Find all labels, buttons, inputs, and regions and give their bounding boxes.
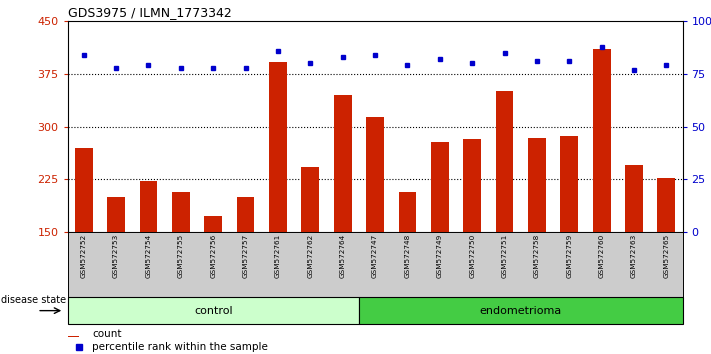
Text: control: control	[194, 306, 232, 316]
Bar	[269, 62, 287, 232]
Text: GSM572760: GSM572760	[599, 234, 604, 278]
Text: count: count	[92, 330, 122, 339]
Text: GSM572759: GSM572759	[566, 234, 572, 278]
Bar	[593, 49, 611, 232]
Text: GSM572751: GSM572751	[501, 234, 508, 278]
Bar	[333, 95, 351, 232]
Bar	[68, 297, 359, 324]
Text: GSM572761: GSM572761	[275, 234, 281, 278]
Text: GSM572752: GSM572752	[81, 234, 87, 278]
Text: GDS3975 / ILMN_1773342: GDS3975 / ILMN_1773342	[68, 6, 231, 19]
Bar	[359, 297, 683, 324]
Text: percentile rank within the sample: percentile rank within the sample	[92, 342, 268, 352]
Bar	[204, 216, 222, 232]
Bar	[68, 336, 79, 337]
Bar	[237, 197, 255, 232]
Bar	[107, 197, 125, 232]
Bar	[301, 167, 319, 232]
Text: GSM572763: GSM572763	[631, 234, 637, 278]
Text: GSM572748: GSM572748	[405, 234, 410, 278]
Bar	[431, 142, 449, 232]
Text: GSM572750: GSM572750	[469, 234, 475, 278]
Bar	[139, 181, 157, 232]
Bar	[464, 139, 481, 232]
Bar	[496, 91, 513, 232]
Bar	[528, 138, 546, 232]
Text: GSM572749: GSM572749	[437, 234, 443, 278]
Bar	[366, 117, 384, 232]
Text: GSM572762: GSM572762	[307, 234, 314, 278]
Text: GSM572764: GSM572764	[340, 234, 346, 278]
Bar	[560, 136, 578, 232]
Bar	[172, 192, 190, 232]
Bar	[625, 165, 643, 232]
Bar	[399, 192, 417, 232]
Text: GSM572755: GSM572755	[178, 234, 184, 278]
Text: GSM572757: GSM572757	[242, 234, 249, 278]
Text: endometrioma: endometrioma	[480, 306, 562, 316]
Text: GSM572756: GSM572756	[210, 234, 216, 278]
Text: GSM572765: GSM572765	[663, 234, 669, 278]
Bar	[658, 178, 675, 232]
Text: GSM572758: GSM572758	[534, 234, 540, 278]
Text: GSM572753: GSM572753	[113, 234, 119, 278]
Text: GSM572754: GSM572754	[146, 234, 151, 278]
Text: disease state: disease state	[1, 295, 66, 305]
Text: GSM572747: GSM572747	[372, 234, 378, 278]
Bar	[75, 148, 92, 232]
